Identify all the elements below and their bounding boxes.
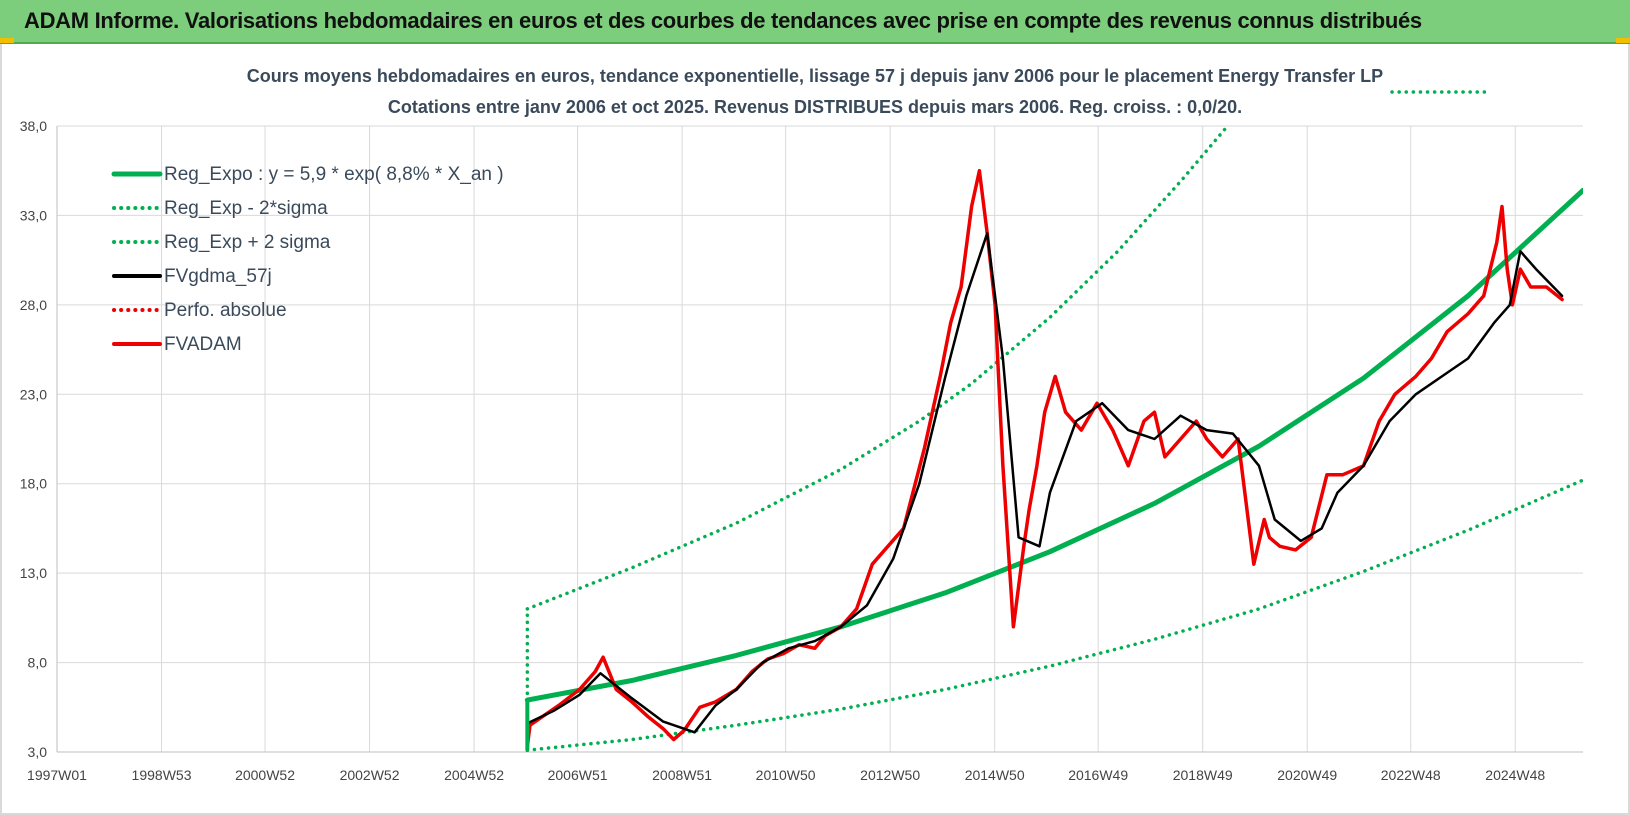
series-line-0 xyxy=(524,187,1583,703)
series-line-1 xyxy=(525,478,1583,752)
legend-label: FVgdma_57j xyxy=(164,266,272,287)
legend-item: Reg_Exp + 2 sigma xyxy=(112,232,331,253)
x-tick-label: 1997W01 xyxy=(27,767,87,783)
legend-label: Reg_Expo : y = 5,9 * exp( 8,8% * X_an ) xyxy=(164,164,504,185)
x-tick-label: 1998W53 xyxy=(132,767,192,783)
series-lines xyxy=(524,124,1583,752)
legend-item: FVgdma_57j xyxy=(112,266,272,287)
legend-label: FVADAM xyxy=(164,334,242,355)
corner-marker xyxy=(0,38,14,43)
legend-item: FVADAM xyxy=(112,334,242,355)
grid-lines xyxy=(56,125,1583,753)
x-tick-label: 2012W50 xyxy=(860,767,920,783)
y-tick-label: 3,0 xyxy=(28,744,48,760)
legend-item: Perfo. absolue xyxy=(112,300,287,321)
x-tick-label: 2010W50 xyxy=(756,767,816,783)
legend: Reg_Expo : y = 5,9 * exp( 8,8% * X_an ) R… xyxy=(111,164,504,355)
x-tick-label: 2024W48 xyxy=(1485,767,1545,783)
x-tick-label: 2004W52 xyxy=(444,767,504,783)
x-tick-label: 2006W51 xyxy=(548,767,608,783)
y-tick-label: 23,0 xyxy=(20,386,47,402)
report-header: ADAM Informe. Valorisations hebdomadaire… xyxy=(0,0,1630,44)
y-tick-label: 33,0 xyxy=(20,207,47,223)
y-tick-label: 13,0 xyxy=(20,565,47,581)
legend-item: Reg_Expo : y = 5,9 * exp( 8,8% * X_an ) xyxy=(111,164,504,185)
x-tick-label: 2018W49 xyxy=(1173,767,1233,783)
chart-title: Cours moyens hebdomadaires en euros, ten… xyxy=(247,66,1383,86)
x-tick-label: 2022W48 xyxy=(1381,767,1441,783)
legend-label: Perfo. absolue xyxy=(164,300,287,321)
y-tick-label: 8,0 xyxy=(28,655,48,671)
x-tick-label: 2002W52 xyxy=(340,767,400,783)
series-line-3 xyxy=(526,232,1564,734)
x-tick-label: 2000W52 xyxy=(235,767,295,783)
axes: 3,0 8,0 13,0 18,0 23,0 28,0 33,0 38,0 1997W01 199… xyxy=(20,118,1583,783)
legend-label: Reg_Exp - 2*sigma xyxy=(164,198,328,219)
y-tick-label: 18,0 xyxy=(20,476,47,492)
legend-label: Reg_Exp + 2 sigma xyxy=(164,232,331,253)
corner-marker xyxy=(1616,38,1630,43)
x-tick-label: 2016W49 xyxy=(1068,767,1128,783)
x-tick-label: 2020W49 xyxy=(1277,767,1337,783)
chart-subtitle: Cotations entre janv 2006 et oct 2025. R… xyxy=(388,97,1242,117)
y-tick-label: 28,0 xyxy=(20,297,47,313)
x-tick-label: 2008W51 xyxy=(652,767,712,783)
report-title: ADAM Informe. Valorisations hebdomadaire… xyxy=(24,8,1422,33)
legend-item: Reg_Exp - 2*sigma xyxy=(112,198,328,219)
y-tick-label: 38,0 xyxy=(20,118,47,134)
series-line-5 xyxy=(525,168,1564,749)
series-line-2 xyxy=(525,124,1230,611)
x-tick-label: 2014W50 xyxy=(965,767,1025,783)
